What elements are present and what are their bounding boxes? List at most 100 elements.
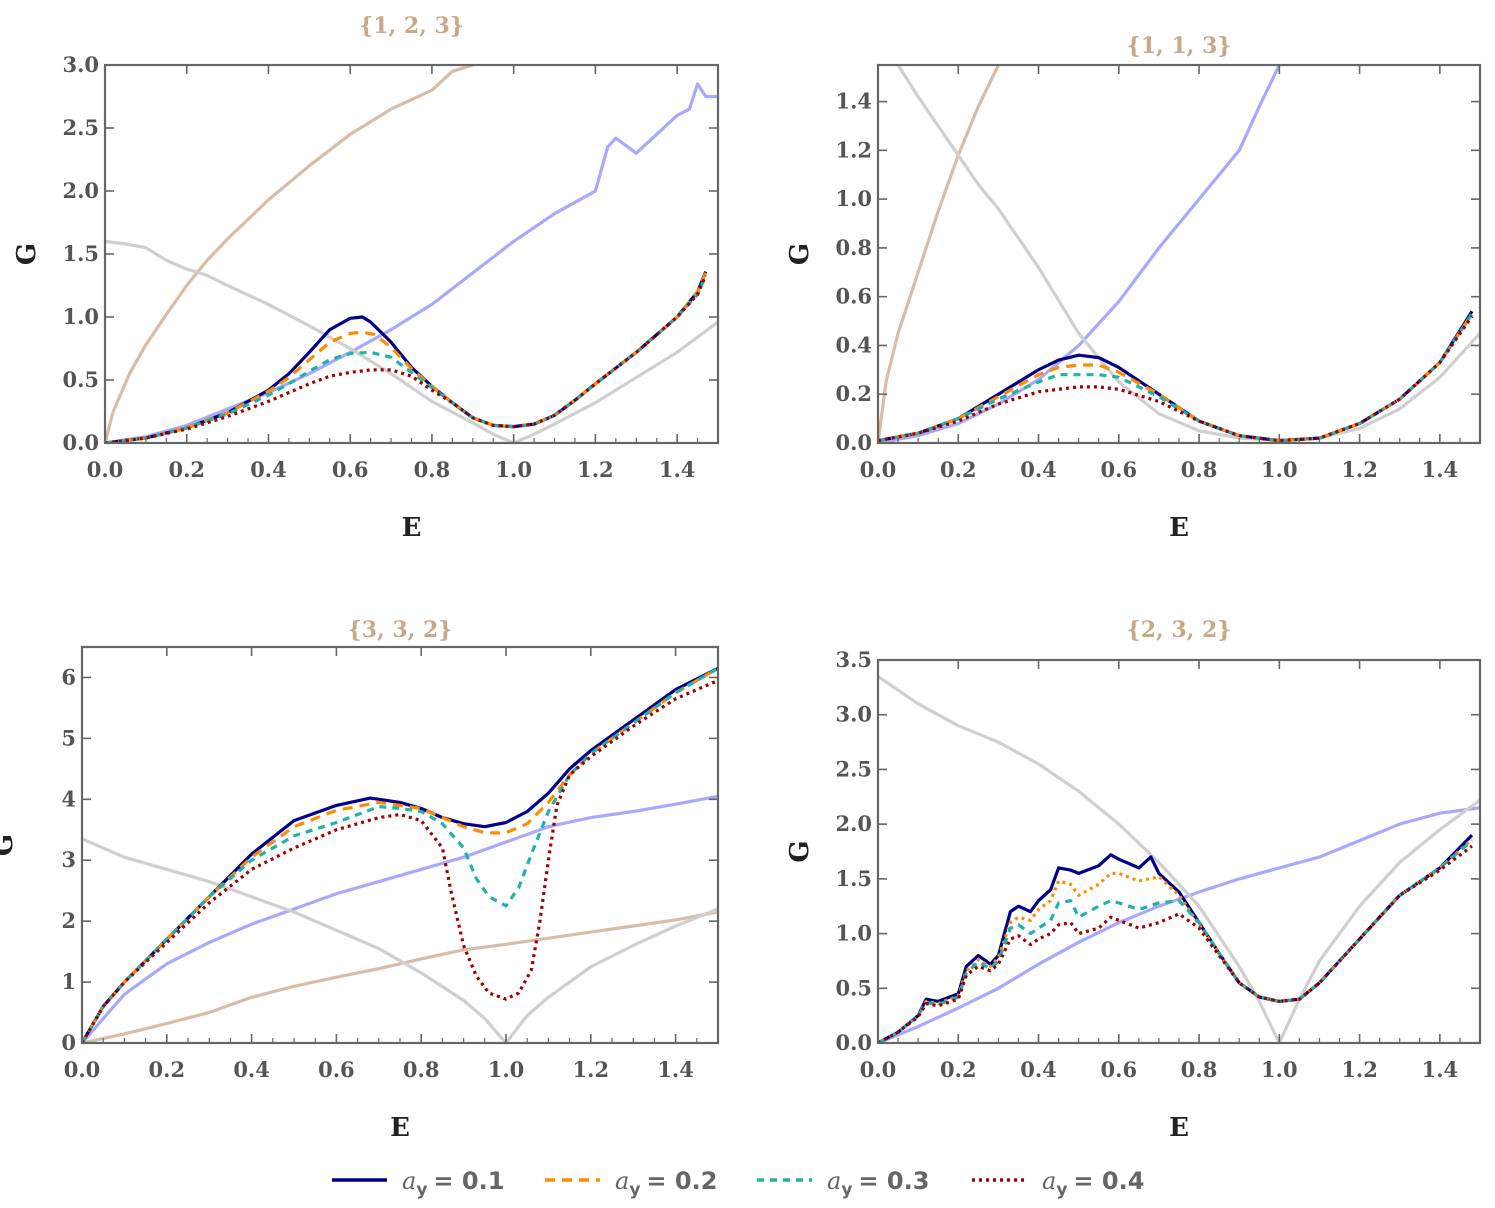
y-tick-label: 0.4: [835, 332, 872, 357]
x-tick-label: 0.2: [168, 457, 205, 482]
y-tick-label: 1.2: [835, 137, 872, 162]
series-line-a03: [105, 274, 708, 443]
series-group: [82, 666, 718, 1043]
legend-symbol: a: [402, 1167, 416, 1195]
y-axis-label: G: [785, 243, 815, 265]
y-tick-label: 0.5: [62, 367, 99, 392]
x-tick-label: 0.8: [403, 1057, 440, 1082]
x-tick-label: 0.2: [940, 457, 977, 482]
y-tick-label: 1.4: [835, 89, 872, 114]
y-tick-label: 2.0: [835, 811, 872, 836]
y-tick-label: 0.5: [835, 975, 872, 1000]
y-tick-label: 2: [61, 908, 76, 933]
series-line-tan: [878, 65, 1000, 443]
panels: 0.0 0.2 0.4 0.6 0.8 1.0 1.2 1.4 0.0 0.5 1.0 1.5 2.0 2…: [0, 13, 1482, 1143]
series-line-a01: [878, 310, 1474, 443]
x-tick-label: 1.2: [577, 457, 614, 482]
legend-symbol: a: [827, 1167, 841, 1195]
x-tick-label: 1.4: [1422, 1057, 1459, 1082]
x-tick-label: 0.4: [1020, 1057, 1057, 1082]
series-line-a04: [105, 274, 708, 443]
series-line-gray: [878, 675, 1480, 1043]
series-line-gray: [82, 837, 718, 1043]
y-tick-label: 2.0: [62, 178, 99, 203]
x-tick-label: 1.2: [1341, 1057, 1378, 1082]
series-group: [105, 65, 718, 443]
chart-panel-1: 0.0 0.2 0.4 0.6 0.8 1.0 1.2 1.4 0.0 0.5 1.0 1.5 2.0 2…: [12, 13, 720, 543]
series-line-tan: [105, 65, 474, 443]
x-tick-label: 0.6: [318, 1057, 355, 1082]
chart-panel-3: 0.0 0.2 0.4 0.6 0.8 1.0 1.2 1.4 0 1 2 3 4 5 6 {3, 3, 2}…: [0, 617, 720, 1143]
x-tick-label: 0.0: [860, 457, 897, 482]
y-tick-label: 3.0: [835, 702, 872, 727]
legend-item: ay = 0.4: [972, 1167, 1144, 1200]
legend-item: ay = 0.2: [545, 1167, 717, 1200]
x-tick-label: 0.4: [1020, 457, 1057, 482]
x-tick-label: 0.6: [332, 457, 369, 482]
y-tick-label: 1.0: [62, 304, 99, 329]
legend-label: ay = 0.2: [615, 1167, 717, 1200]
plot-frame: [80, 645, 720, 1045]
y-axis-label: G: [0, 834, 19, 856]
x-tick-label: 0.8: [1181, 1057, 1218, 1082]
y-tick-label: 6: [61, 664, 76, 689]
x-axis-label: E: [1169, 513, 1189, 543]
series-line-tan: [82, 910, 718, 1043]
legend-item: ay = 0.3: [757, 1167, 929, 1200]
y-tick-label: 4: [61, 786, 76, 811]
series-line-a03: [82, 666, 718, 1043]
series-line-a02: [878, 312, 1474, 443]
x-tick-label: 1.0: [1261, 1057, 1298, 1082]
series-line-lavender: [82, 794, 718, 1043]
x-axis-label: E: [402, 513, 422, 543]
x-axis-label: E: [390, 1113, 410, 1143]
chart-panel-2: 0.0 0.2 0.4 0.6 0.8 1.0 1.2 1.4 0.0 0.2 0.4 0.6 0.8 1…: [785, 33, 1482, 543]
panel-title: {3, 3, 2}: [348, 617, 453, 643]
x-tick-label: 0.8: [414, 457, 451, 482]
y-tick-label: 1.5: [835, 866, 872, 891]
x-tick-label: 0.2: [940, 1057, 977, 1082]
y-tick-label: 0: [61, 1030, 76, 1055]
series-line-a01: [105, 271, 708, 443]
y-tick-label: 0.8: [835, 235, 872, 260]
legend-value: = 0.2: [646, 1167, 717, 1195]
x-tick-label: 1.4: [659, 457, 696, 482]
y-tick-label: 5: [61, 725, 76, 750]
y-tick-label: 3.0: [62, 52, 99, 77]
y-tick-label: 0.0: [835, 1030, 872, 1055]
series-line-a03: [878, 839, 1474, 1043]
y-tick-label: 0.2: [835, 381, 872, 406]
legend-subscript: y: [629, 1180, 640, 1200]
series-line-a03: [878, 312, 1474, 443]
y-tick-label: 3: [61, 847, 76, 872]
series-line-a02: [878, 838, 1474, 1043]
x-tick-label: 0.2: [149, 1057, 186, 1082]
legend-label: ay = 0.1: [402, 1167, 504, 1200]
y-tick-label: 0.0: [62, 430, 99, 455]
y-tick-label: 0.0: [835, 430, 872, 455]
y-tick-label: 2.5: [62, 115, 99, 140]
series-group: [878, 675, 1480, 1043]
series-line-lavender: [878, 65, 1281, 443]
legend-symbol: a: [1042, 1167, 1056, 1195]
x-tick-label: 0.4: [250, 457, 287, 482]
legend-subscript: y: [841, 1180, 852, 1200]
y-tick-label: 1: [61, 969, 76, 994]
plot-frame: [876, 63, 1482, 445]
x-tick-label: 1.0: [495, 457, 532, 482]
legend-label: ay = 0.4: [1042, 1167, 1144, 1200]
y-tick-label: 3.5: [835, 647, 872, 672]
x-tick-label: 1.2: [573, 1057, 610, 1082]
y-tick-label: 0.6: [835, 284, 872, 309]
series-line-a04: [82, 679, 718, 1043]
y-axis-label: G: [12, 243, 42, 265]
y-tick-label: 2.5: [835, 756, 872, 781]
x-tick-label: 0.8: [1181, 457, 1218, 482]
legend: ay = 0.1 ay = 0.2 ay = 0.3 ay = 0.4: [332, 1167, 1144, 1200]
x-tick-label: 0.6: [1101, 1057, 1138, 1082]
x-tick-label: 1.0: [1261, 457, 1298, 482]
legend-value: = 0.4: [1073, 1167, 1144, 1195]
series-line-a02: [82, 666, 718, 1043]
y-tick-label: 1.0: [835, 186, 872, 211]
